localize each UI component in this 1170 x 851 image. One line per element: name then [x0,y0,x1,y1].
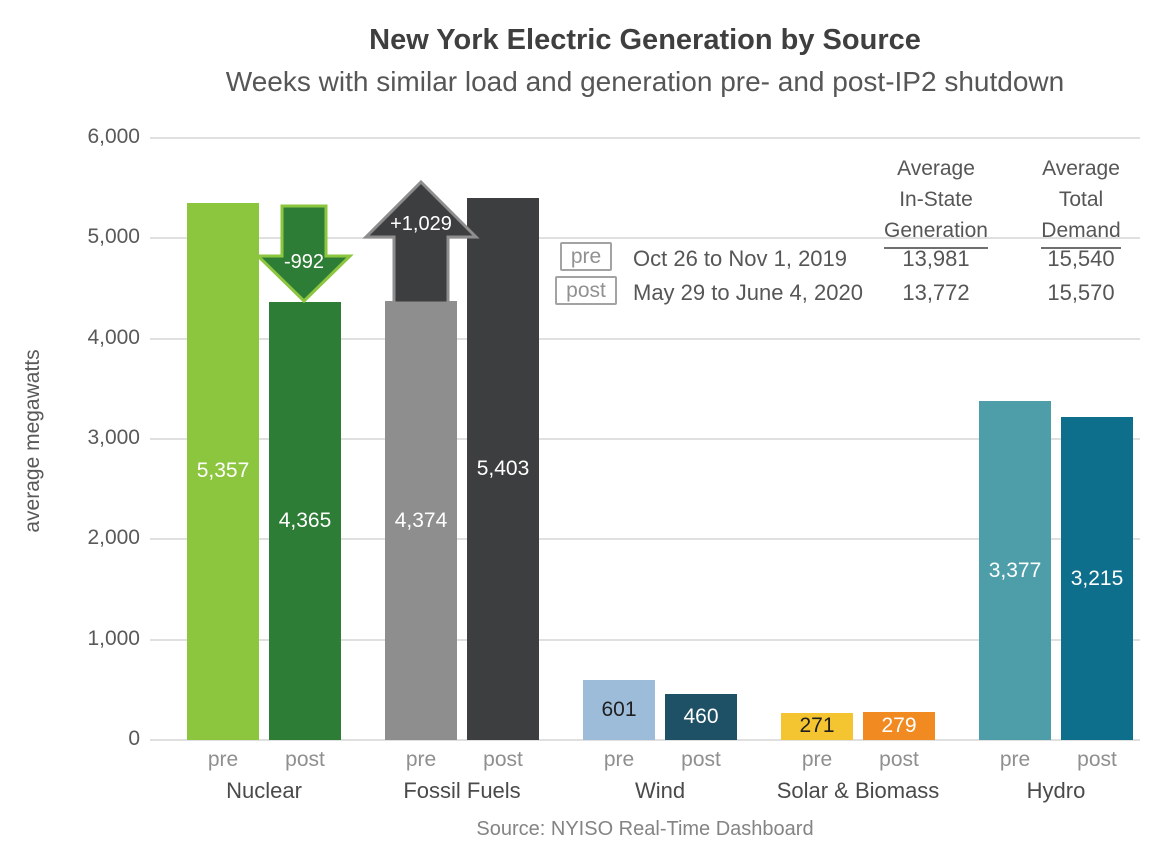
bar-value-label: 5,403 [476,456,530,480]
bar-solar-biomass-post: 279 [863,712,935,740]
bar-value-label: 3,377 [988,558,1042,582]
y-tick-label: 2,000 [87,526,140,550]
bar-value-label: 4,365 [278,509,332,532]
post-demand-value: 15,570 [1047,280,1115,305]
bar-hydro-pre: 3,377 [979,401,1051,740]
summary-header-demand: Average Total Demand [1001,153,1161,249]
y-tick-label: 5,000 [87,225,140,249]
category-label: Solar & Biomass [776,778,940,803]
gridline [150,137,1140,139]
series-tick-label: post [1077,748,1117,771]
increase-arrow-shape [362,179,480,305]
y-tick-label: 6,000 [87,125,140,148]
y-tick-label: 4,000 [87,325,140,349]
source-note: Source: NYISO Real-Time Dashboard [476,818,814,840]
pre-generation-value: 13,981 [902,246,970,271]
series-tick-label: pre [801,748,833,771]
series-tick-label: post [483,748,523,771]
decrease-arrow: -992 [254,204,354,304]
summary-row-post: post May 29 to June 4, 2020 13,772 15,57… [545,276,1170,309]
bar-value-label: 279 [881,713,917,737]
increase-arrow-label: +1,029 [390,213,452,235]
bar-fossil-fuels-post: 5,403 [467,197,539,740]
series-tick-label: post [285,748,325,771]
summary-header-generation: Average In-State Generation [856,153,1016,249]
y-tick-label: 0 [128,727,140,750]
bar-nuclear-pre: 5,357 [187,202,259,740]
bar-value-label: 4,374 [394,508,448,532]
series-tick-label: pre [405,748,437,771]
bar-value-label: 271 [799,714,835,738]
post-tag: post [555,276,617,305]
series-tick-label: pre [999,748,1031,771]
gridline [150,638,1140,641]
post-period: May 29 to June 4, 2020 [633,280,863,305]
post-generation-value: 13,772 [902,280,970,305]
pre-tag-cell: pre [545,242,627,271]
y-tick-label: 3,000 [87,426,140,449]
gridline [150,337,1140,340]
decrease-arrow-shape [254,204,354,304]
y-tick-label: 1,000 [87,626,140,650]
series-tick-label: pre [603,748,635,771]
category-label: Nuclear [226,778,302,803]
pre-demand-value: 15,540 [1047,246,1115,271]
category-label: Wind [634,778,686,803]
bar-wind-post: 460 [665,693,737,740]
summary-header-line: Generation [856,215,1016,249]
category-label: Hydro [1026,778,1086,803]
summary-header-line: In-State [899,188,973,211]
summary-header-line: Demand [1001,215,1161,249]
bar-value-label: 460 [683,704,719,728]
summary-header-line: Average [897,157,975,180]
summary-row-pre: pre Oct 26 to Nov 1, 2019 13,981 15,540 [545,242,1170,275]
pre-period: Oct 26 to Nov 1, 2019 [633,246,848,271]
bar-value-label: 3,215 [1070,566,1124,590]
summary-header-line: Total [1058,188,1104,211]
bar-wind-pre: 601 [583,679,655,740]
bar-fossil-fuels-pre: 4,374 [385,301,457,740]
gridline [150,237,1140,240]
bar-hydro-post: 3,215 [1061,417,1133,740]
gridline [150,538,1140,541]
chart-title: New York Electric Generation by Source [369,24,921,56]
category-label: Fossil Fuels [403,778,521,803]
chart-subtitle: Weeks with similar load and generation p… [225,66,1065,97]
summary-header-line: Average [1042,157,1120,180]
series-tick-label: post [681,748,721,771]
bar-solar-biomass-pre: 271 [781,712,853,740]
decrease-arrow-label: -992 [284,251,324,273]
increase-arrow: +1,029 [362,179,480,305]
series-tick-label: pre [207,748,239,771]
pre-tag: pre [559,242,613,271]
series-tick-label: post [879,748,919,771]
bar-value-label: 5,357 [196,459,250,483]
gridline [150,438,1140,440]
post-tag-cell: post [545,276,627,305]
summary-table: Average In-State Generation Average Tota… [545,150,1170,320]
bar-value-label: 601 [601,697,637,721]
y-axis-title: average megawatts [21,349,44,533]
gridline [150,739,1140,741]
bar-nuclear-post: 4,365 [269,302,341,740]
